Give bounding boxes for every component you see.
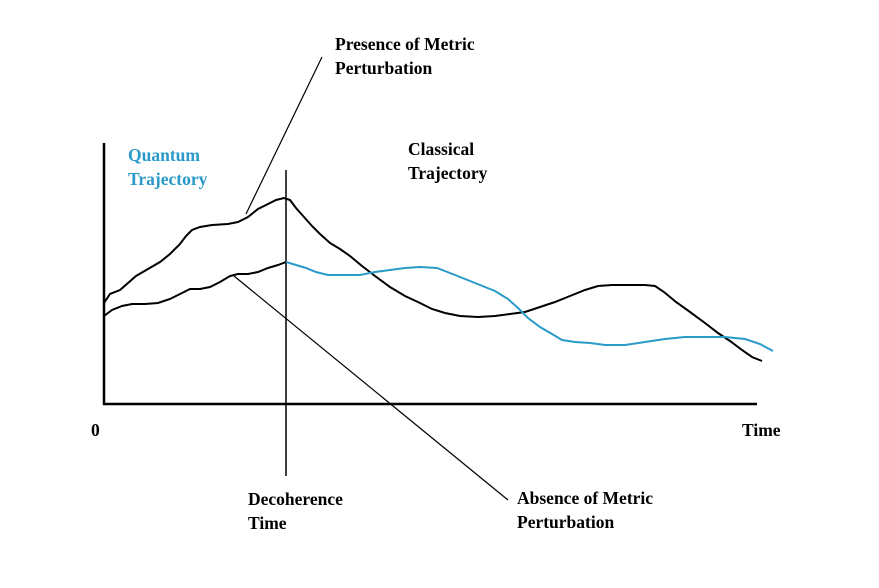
absence-perturbation-curve bbox=[103, 261, 287, 317]
absence-label-line1: Absence of Metric bbox=[517, 488, 653, 508]
quantum-label-line2: Trajectory bbox=[128, 169, 208, 189]
absence-label-line2: Perturbation bbox=[517, 512, 614, 532]
presence-pointer-line bbox=[245, 56, 323, 215]
quantum-trajectory-curve bbox=[285, 261, 774, 352]
quantum-label-line1: Quantum bbox=[128, 145, 200, 165]
presence-label-line1: Presence of Metric bbox=[335, 34, 475, 54]
presence-label-line2: Perturbation bbox=[335, 58, 432, 78]
classical-label-line1: Classical bbox=[408, 139, 474, 159]
decoherence-label-line1: Decoherence bbox=[248, 489, 343, 509]
classical-trajectory-curve bbox=[103, 196, 763, 362]
decoherence-label-line2: Time bbox=[248, 513, 287, 533]
time-axis-label: Time bbox=[742, 420, 781, 440]
classical-label-line2: Trajectory bbox=[408, 163, 488, 183]
origin-label: 0 bbox=[91, 420, 100, 440]
absence-pointer-line bbox=[233, 275, 509, 501]
